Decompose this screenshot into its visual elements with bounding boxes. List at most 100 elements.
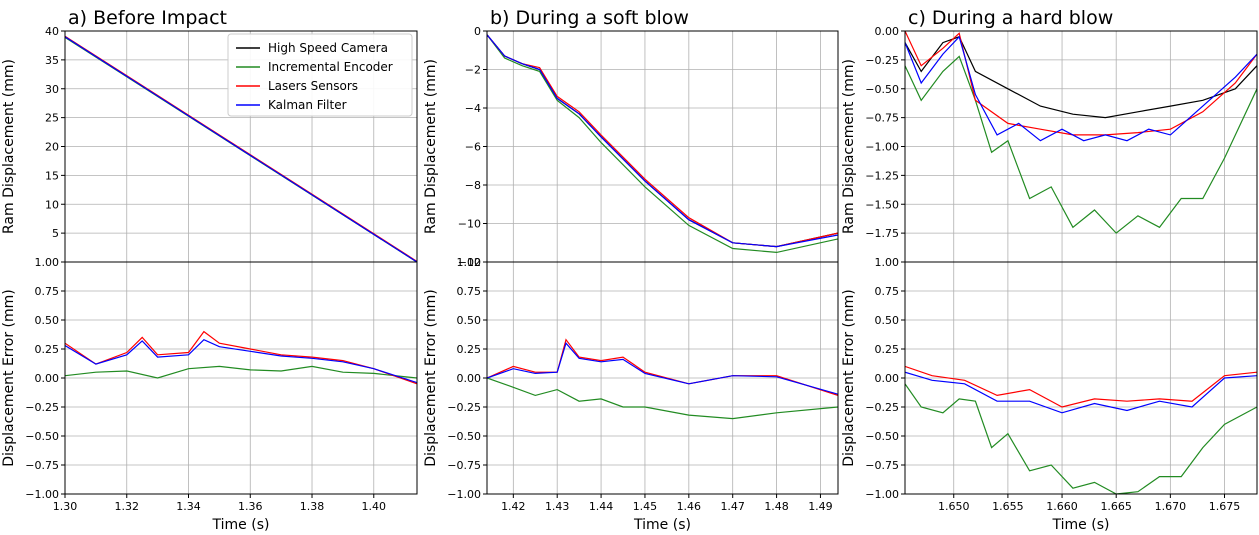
series-high-speed-camera [487, 34, 838, 248]
x-tick-label: 1.46 [677, 500, 702, 513]
series-lasers-sensors [65, 330, 417, 385]
y-tick-label: 5 [52, 227, 59, 240]
series-lasers-sensors [905, 365, 1257, 408]
y-tick-label: −4 [465, 102, 481, 115]
y-tick-label: 20 [45, 141, 59, 154]
panel-2: b) During a soft blow 0 −2 −4 −6 −8 −10 −121.00… [423, 7, 839, 533]
series-group [487, 34, 838, 254]
x-axis-label: Time (s) [633, 517, 691, 533]
panel-1: a) Before Impact 40 35 30 25 20 15 10 5 1.00 Ram D… [1, 7, 418, 533]
series-high-speed-camera [905, 36, 1257, 119]
x-tick-label: 1.30 [53, 500, 78, 513]
y-axis-label: Displacement Error (mm) [423, 289, 439, 466]
y-tick-label: −0.75 [25, 459, 59, 472]
y-tick-label: 0.00 [35, 372, 60, 385]
y-tick-label: 0.75 [875, 285, 900, 298]
series-kalman-filter [65, 338, 417, 384]
axes-frame [64, 261, 418, 495]
series-group [905, 31, 1257, 234]
y-tick-label: −1.75 [865, 227, 899, 240]
y-tick-label: −0.25 [865, 401, 899, 414]
y-tick-label: 35 [45, 54, 59, 67]
x-tick-label: 1.49 [808, 500, 833, 513]
y-tick-label: 0.00 [457, 372, 482, 385]
y-axis-label: Displacement Error (mm) [1, 289, 17, 466]
axes-frame [904, 261, 1258, 495]
y-tick-label: 0.00 [875, 372, 900, 385]
y-tick-label: 0.25 [35, 343, 60, 356]
y-tick-label: 0.50 [35, 314, 60, 327]
series-kalman-filter [905, 371, 1257, 414]
bottom-axes: 1.650 1.655 1.660 1.665 1.670 1.675 0.75 0.50 0.… [841, 261, 1258, 513]
y-tick-label: 40 [45, 25, 59, 38]
series-lasers-sensors [487, 338, 838, 396]
y-tick-label: 30 [45, 83, 59, 96]
series-incremental-encoder [905, 55, 1257, 234]
x-tick-label: 1.47 [720, 500, 745, 513]
panel-title: a) Before Impact [68, 7, 227, 29]
series-kalman-filter [905, 35, 1257, 142]
panel-3: c) During a hard blow 0.00 −0.25 −0.50 −0.75… [841, 7, 1258, 533]
y-tick-label: 0 [474, 25, 481, 38]
y-tick-label: 25 [45, 112, 59, 125]
y-tick-label: −1.25 [865, 169, 899, 182]
y-tick-label: 1.00 [875, 256, 900, 269]
legend-entry: High Speed Camera [268, 41, 388, 55]
y-tick-label: −0.50 [25, 430, 59, 443]
y-tick-label: −2 [465, 64, 481, 77]
y-axis-label: Displacement Error (mm) [841, 289, 857, 466]
series-kalman-filter [65, 36, 417, 262]
axes-frame [486, 261, 839, 495]
x-tick-label: 1.34 [176, 500, 201, 513]
y-tick-label: −1.00 [447, 488, 481, 501]
series-group [65, 330, 417, 385]
legend-entry: Incremental Encoder [268, 60, 393, 74]
y-tick-label: −1.50 [865, 198, 899, 211]
bottom-axes: 1.30 1.32 1.34 1.36 1.38 1.40 0.75 0.50 0.25 0.00… [1, 261, 418, 513]
x-tick-label: 1.43 [545, 500, 570, 513]
series-incremental-encoder [487, 377, 838, 420]
y-tick-label: −0.75 [865, 459, 899, 472]
x-tick-label: 1.42 [501, 500, 526, 513]
y-tick-label: −8 [465, 179, 481, 192]
y-tick-label: −1.00 [865, 488, 899, 501]
x-tick-label: 1.660 [1046, 500, 1078, 513]
y-axis-label: Ram Displacement (mm) [841, 59, 857, 234]
y-tick-label: 0.50 [457, 314, 482, 327]
y-tick-label: −12 [458, 256, 481, 269]
series-incremental-encoder [65, 365, 417, 379]
x-tick-label: 1.32 [115, 500, 140, 513]
y-tick-label: −0.50 [447, 430, 481, 443]
y-tick-label: −1.00 [865, 141, 899, 154]
y-tick-label: 1.00 [35, 256, 60, 269]
bottom-axes: 1.42 1.43 1.44 1.45 1.46 1.47 1.48 1.49 0.75 0.50… [423, 261, 839, 513]
top-axes: 0.00 −0.25 −0.50 −0.75 −1.00 −1.25 −1.50 −1.75 1… [841, 25, 1258, 269]
series-group [905, 365, 1257, 494]
y-tick-label: −0.25 [447, 401, 481, 414]
series-kalman-filter [487, 341, 838, 395]
y-tick-label: 0.00 [875, 25, 900, 38]
x-tick-label: 1.665 [1100, 500, 1132, 513]
x-tick-label: 1.650 [938, 500, 970, 513]
x-tick-label: 1.48 [764, 500, 789, 513]
panel-title: b) During a soft blow [490, 7, 689, 29]
series-group [65, 35, 417, 262]
y-tick-label: −0.25 [865, 54, 899, 67]
x-tick-label: 1.45 [633, 500, 658, 513]
y-tick-label: 0.50 [875, 314, 900, 327]
top-axes: 0 −2 −4 −6 −8 −10 −121.00 Ram Displacement (mm) [423, 25, 839, 269]
y-axis-label: Ram Displacement (mm) [1, 59, 17, 234]
y-tick-label: −0.25 [25, 401, 59, 414]
x-tick-label: 1.44 [589, 500, 614, 513]
series-lasers-sensors [487, 34, 838, 248]
series-incremental-encoder [905, 383, 1257, 494]
y-tick-label: 0.75 [457, 285, 482, 298]
y-tick-label: −0.50 [865, 83, 899, 96]
legend-entry: Kalman Filter [268, 98, 347, 112]
panel-title: c) During a hard blow [908, 7, 1113, 29]
y-tick-label: −0.75 [447, 459, 481, 472]
x-tick-label: 1.38 [300, 500, 325, 513]
x-tick-label: 1.675 [1209, 500, 1241, 513]
y-tick-label: 0.25 [875, 343, 900, 356]
